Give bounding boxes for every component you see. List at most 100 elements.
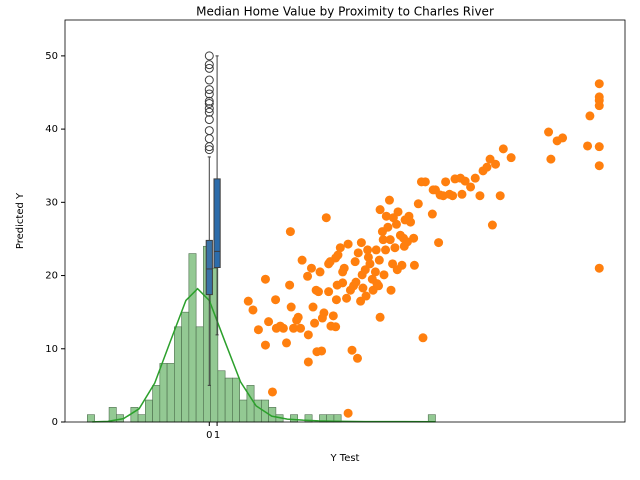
- scatter-point: [392, 265, 402, 275]
- box-flier: [204, 63, 214, 73]
- scatter-point: [427, 209, 437, 219]
- histogram-bar: [137, 414, 146, 423]
- scatter-point: [370, 267, 380, 277]
- box-flier: [204, 115, 214, 125]
- box-flier: [204, 145, 214, 155]
- scatter-point: [358, 283, 368, 293]
- scatter-point: [350, 257, 360, 267]
- scatter-point: [331, 253, 341, 263]
- scatter-point: [383, 222, 393, 232]
- scatter-point: [466, 182, 476, 192]
- scatter-point: [594, 161, 604, 171]
- scatter-point: [285, 280, 295, 290]
- scatter-point: [343, 408, 353, 418]
- scatter-point: [385, 235, 395, 245]
- scatter-point: [384, 195, 394, 205]
- scatter-point: [406, 217, 416, 227]
- histogram-bar: [427, 414, 436, 423]
- box: [213, 178, 221, 268]
- scatter-point: [267, 387, 277, 397]
- scatter-point: [413, 199, 423, 209]
- y-tick-label: 40: [45, 124, 58, 135]
- scatter-point: [347, 345, 357, 355]
- scatter-point: [308, 302, 318, 312]
- box-flier: [204, 104, 214, 114]
- scatter-point: [319, 308, 329, 318]
- scatter-point: [352, 353, 362, 363]
- y-tick-label: 20: [45, 271, 58, 282]
- scatter-point: [448, 191, 458, 201]
- scatter-point: [420, 177, 430, 187]
- scatter-point: [374, 255, 384, 265]
- scatter-point: [321, 213, 331, 223]
- scatter-point: [286, 302, 296, 312]
- y-tick-label: 30: [45, 197, 58, 208]
- histogram-bar: [246, 385, 255, 423]
- histogram-bar: [181, 311, 190, 423]
- scatter-point: [544, 127, 554, 137]
- box-flier: [204, 134, 214, 144]
- scatter-point: [391, 219, 401, 229]
- scatter-point: [381, 245, 391, 255]
- scatter-point: [393, 207, 403, 217]
- scatter-point: [303, 357, 313, 367]
- scatter-point: [365, 259, 375, 269]
- scatter-point: [487, 220, 497, 230]
- scatter-point: [363, 245, 373, 255]
- box-flier: [204, 85, 214, 95]
- box-flier: [204, 107, 214, 117]
- scatter-point: [343, 239, 353, 249]
- scatter-point: [546, 154, 556, 164]
- scatter-point: [361, 291, 371, 301]
- scatter-point: [243, 296, 253, 306]
- scatter-point: [306, 263, 316, 273]
- scatter-point: [558, 133, 568, 143]
- scatter-point: [324, 287, 334, 297]
- box: [205, 239, 213, 296]
- histogram-bar: [166, 363, 175, 423]
- histogram-bar: [195, 326, 204, 423]
- scatter-point: [313, 287, 323, 297]
- scatter-point: [506, 153, 516, 163]
- scatter-point: [375, 205, 385, 215]
- histogram-bar: [290, 414, 298, 423]
- scatter-point: [342, 293, 352, 303]
- scatter-point: [264, 317, 274, 327]
- histogram-bar: [152, 385, 161, 423]
- scatter-point: [381, 211, 391, 221]
- y-tick-label: 0: [52, 417, 58, 428]
- y-tick-label: 10: [45, 344, 58, 355]
- scatter-point: [285, 227, 295, 237]
- scatter-point: [594, 79, 604, 89]
- scatter-point: [386, 285, 396, 295]
- scatter-point: [303, 330, 313, 340]
- scatter-point: [460, 176, 470, 186]
- scatter-point: [331, 322, 341, 332]
- scatter-point: [338, 278, 348, 288]
- scatter-point: [378, 235, 388, 245]
- scatter-point: [409, 260, 419, 270]
- scatter-point: [282, 338, 292, 348]
- box-flier: [204, 98, 214, 108]
- scatter-point: [297, 255, 307, 265]
- kde-line: [92, 287, 436, 423]
- histogram-bar: [145, 399, 153, 423]
- scatter-point: [260, 340, 270, 350]
- scatter-point: [253, 325, 263, 335]
- scatter-point: [310, 318, 320, 328]
- scatter-point: [441, 177, 451, 187]
- scatter-point: [457, 189, 467, 199]
- scatter-point: [328, 311, 338, 321]
- y-tick-label: 50: [45, 51, 58, 62]
- scatter-point: [585, 111, 595, 121]
- plot-frame: [64, 19, 626, 423]
- scatter-point: [418, 333, 428, 343]
- scatter-point: [248, 305, 258, 315]
- chart-title: Median Home Value by Proximity to Charle…: [196, 5, 494, 19]
- scatter-point: [335, 243, 345, 253]
- histogram-bar: [217, 370, 226, 423]
- scatter-point: [351, 277, 361, 287]
- scatter-point: [434, 238, 444, 248]
- scatter-point: [390, 243, 400, 253]
